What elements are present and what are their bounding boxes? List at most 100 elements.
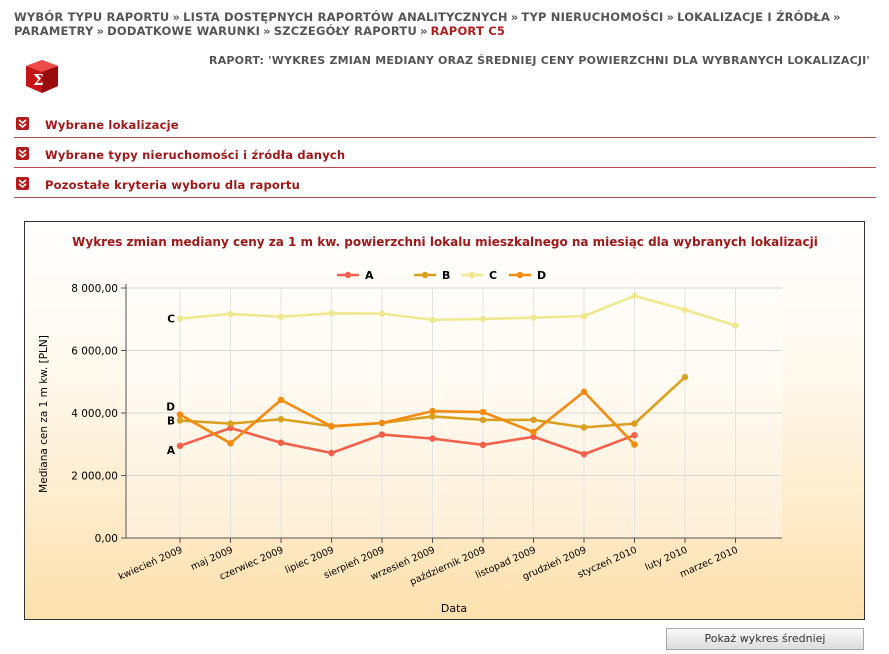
- legend-marker: [516, 271, 524, 279]
- breadcrumb-separator: »: [420, 24, 428, 38]
- legend-label: C: [489, 269, 497, 282]
- y-tick-label: 0,00: [95, 533, 118, 545]
- breadcrumb-item-conditions[interactable]: DODATKOWE WARUNKI: [107, 24, 261, 38]
- data-point-c: [681, 306, 689, 314]
- series-line-c: [179, 294, 736, 327]
- legend-marker: [344, 271, 352, 279]
- chart-series: A B C D: [166, 292, 739, 458]
- breadcrumb-item-locations[interactable]: LOKALIZACJE I ŹRÓDŁA: [677, 10, 831, 24]
- double-chevron-down-icon: [16, 117, 29, 130]
- data-point-b: [580, 424, 588, 431]
- legend-item-a: A: [337, 269, 374, 282]
- breadcrumb-separator: »: [96, 24, 105, 38]
- data-point-c: [176, 315, 184, 322]
- legend-label: A: [365, 269, 374, 282]
- breadcrumb-separator: »: [510, 10, 519, 24]
- data-point-c: [328, 310, 335, 317]
- legend-item-c: C: [461, 269, 497, 282]
- data-point-c: [732, 322, 739, 329]
- svg-text:Σ: Σ: [33, 71, 44, 89]
- data-point-d: [580, 388, 588, 395]
- data-point-c: [479, 315, 487, 323]
- section-label: Wybrane lokalizacje: [45, 118, 179, 132]
- data-point-c: [530, 314, 537, 321]
- breadcrumb-item-report-list[interactable]: LISTA DOSTĘPNYCH RAPORTÓW ANALITYCZNYCH: [183, 10, 508, 24]
- data-point-b: [681, 373, 689, 381]
- data-point-b: [227, 420, 234, 427]
- data-point-d: [277, 396, 285, 404]
- data-point-a: [631, 431, 638, 439]
- section-other-criteria[interactable]: Pozostałe kryteria wyboru dla raportu: [14, 174, 876, 198]
- report-title: RAPORT: 'WYKRES ZMIAN MEDIANY ORAZ ŚREDN…: [209, 54, 870, 67]
- breadcrumb-item-parameters[interactable]: PARAMETRY: [14, 24, 94, 38]
- data-point-b: [631, 420, 638, 427]
- data-point-a: [429, 435, 436, 442]
- data-point-c: [227, 310, 234, 318]
- data-point-a: [227, 424, 234, 432]
- line-chart: Wykres zmian mediany ceny za 1 m kw. pow…: [38, 235, 818, 615]
- data-point-a: [479, 441, 487, 449]
- double-chevron-down-icon: [16, 177, 29, 190]
- chart-title: Wykres zmian mediany ceny za 1 m kw. pow…: [72, 235, 818, 249]
- data-point-b: [429, 413, 436, 420]
- series-start-label: C: [167, 314, 175, 326]
- section-property-types-sources[interactable]: Wybrane typy nieruchomości i źródła dany…: [14, 144, 876, 168]
- data-point-d: [378, 419, 386, 427]
- y-tick-label: 2 000,00: [71, 471, 118, 483]
- data-point-a: [277, 439, 285, 446]
- data-point-a: [580, 451, 588, 458]
- data-point-d: [227, 440, 234, 447]
- data-point-a: [530, 433, 537, 440]
- y-tick-label: 4 000,00: [71, 408, 118, 420]
- data-point-a: [328, 449, 335, 457]
- series-line-d: [179, 390, 636, 446]
- data-point-d: [328, 423, 335, 430]
- data-point-a: [378, 431, 386, 438]
- data-point-b: [277, 416, 285, 423]
- x-axis-label: Data: [441, 602, 467, 615]
- data-point-c: [631, 292, 638, 300]
- breadcrumb-item-details[interactable]: SZCZEGÓŁY RAPORTU: [273, 24, 418, 38]
- legend-marker: [468, 271, 476, 279]
- breadcrumb-separator: »: [666, 10, 675, 24]
- series-start-label: A: [167, 445, 176, 457]
- data-point-d: [176, 411, 184, 418]
- y-tick-label: 8 000,00: [71, 283, 118, 295]
- data-point-d: [479, 408, 487, 416]
- section-label: Wybrane typy nieruchomości i źródła dany…: [45, 148, 346, 162]
- section-selected-locations[interactable]: Wybrane lokalizacje: [14, 114, 876, 138]
- legend-label: D: [537, 269, 546, 282]
- breadcrumb-item-report-type[interactable]: WYBÓR TYPU RAPORTU: [14, 10, 170, 24]
- breadcrumb-item-property-type[interactable]: TYP NIERUCHOMOŚCI: [521, 10, 664, 24]
- series-start-label: D: [166, 402, 175, 414]
- data-point-d: [631, 441, 638, 448]
- legend-label: B: [442, 269, 450, 282]
- breadcrumb-separator: »: [263, 24, 271, 38]
- y-axis-label: Mediana cen za 1 m kw. [PLN]: [38, 335, 50, 493]
- x-tick-label: kwiecień 2009: [117, 545, 184, 583]
- chart-panel: Wykres zmian mediany ceny za 1 m kw. pow…: [24, 221, 865, 620]
- section-label: Pozostałe kryteria wyboru dla raportu: [45, 178, 300, 192]
- breadcrumb-current: RAPORT C5: [430, 24, 506, 38]
- data-point-b: [176, 417, 184, 424]
- data-point-c: [580, 312, 588, 320]
- legend-marker: [421, 271, 429, 279]
- show-average-chart-button[interactable]: Pokaż wykres średniej: [666, 628, 864, 650]
- breadcrumb: WYBÓR TYPU RAPORTU» LISTA DOSTĘPNYCH RAPO…: [14, 10, 874, 38]
- data-point-d: [429, 407, 436, 415]
- data-point-b: [479, 416, 487, 424]
- y-tick-label: 6 000,00: [71, 346, 118, 358]
- data-point-d: [530, 428, 537, 436]
- double-chevron-down-icon: [16, 147, 29, 160]
- breadcrumb-separator: »: [833, 10, 841, 24]
- data-point-c: [378, 310, 386, 317]
- data-point-c: [429, 316, 436, 324]
- data-point-b: [530, 416, 537, 424]
- breadcrumb-separator: »: [172, 10, 181, 24]
- data-point-c: [277, 313, 285, 320]
- series-line-a: [179, 426, 635, 456]
- series-start-label: B: [167, 416, 175, 428]
- chart-grid: [126, 287, 782, 539]
- red-sigma-cube-icon: Σ: [22, 56, 64, 96]
- data-point-a: [176, 442, 184, 450]
